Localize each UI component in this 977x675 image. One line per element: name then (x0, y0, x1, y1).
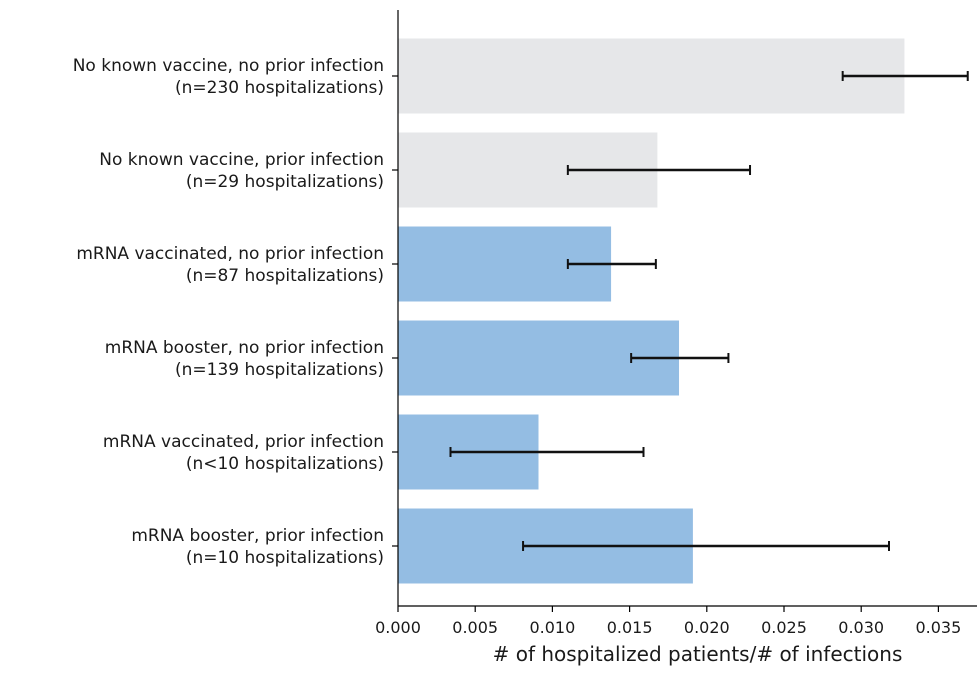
x-tick-label-4: 0.015 (607, 618, 653, 637)
x-tick-label-1: 0.000 (375, 618, 421, 637)
error-bar-5 (449, 447, 645, 457)
x-tick-label-5: 0.020 (684, 618, 730, 637)
error-bar-4 (630, 353, 730, 363)
x-tick-label-2: 0.005 (452, 618, 498, 637)
x-tick-label-8: 0.035 (915, 618, 961, 637)
x-tick-label-3: 0.010 (529, 618, 575, 637)
category-sublabel-6: (n=10 hospitalizations) (186, 548, 384, 568)
category-labels-group: No known vaccine, no prior infection(n=2… (73, 56, 384, 568)
category-label-1: No known vaccine, no prior infection (73, 56, 384, 76)
category-label-4: mRNA booster, no prior infection (105, 338, 384, 358)
x-tick-label-7: 0.030 (838, 618, 884, 637)
error-bars-group (449, 71, 969, 551)
category-sublabel-4: (n=139 hospitalizations) (175, 360, 384, 380)
category-label-3: mRNA vaccinated, no prior infection (76, 244, 384, 264)
error-bar-1 (841, 71, 969, 81)
error-bar-6 (522, 541, 890, 551)
category-sublabel-5: (n<10 hospitalizations) (186, 454, 384, 474)
x-ticks-group: 0.000 0.005 0.010 0.015 0.020 0.025 0.030 0.035 (375, 606, 961, 637)
axes-group (392, 10, 977, 607)
error-bar-2 (566, 165, 752, 175)
category-label-6: mRNA booster, prior infection (131, 526, 384, 546)
category-sublabel-1: (n=230 hospitalizations) (175, 78, 384, 98)
category-sublabel-2: (n=29 hospitalizations) (186, 172, 384, 192)
x-tick-label-6: 0.025 (761, 618, 807, 637)
category-label-2: No known vaccine, prior infection (99, 150, 384, 170)
category-sublabel-3: (n=87 hospitalizations) (186, 266, 384, 286)
x-axis-title: # of hospitalized patients/# of infectio… (493, 642, 903, 666)
error-bar-3 (566, 259, 657, 269)
bars-group (398, 38, 905, 584)
bar-1 (398, 38, 905, 114)
category-label-5: mRNA vaccinated, prior infection (103, 432, 384, 452)
